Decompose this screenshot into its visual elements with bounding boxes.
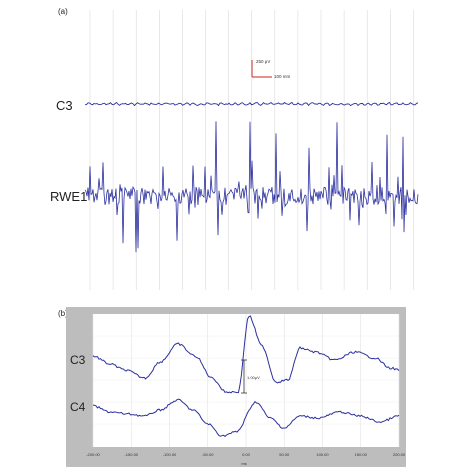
x-tick-label: -100.00 — [163, 452, 177, 457]
x-tick-label: -50.00 — [202, 452, 214, 457]
panel-b-x-ticks: -200.00 -150.00 -100.00 -50.00 0.00 50.00 100.… — [86, 452, 406, 457]
series-label-c3-a: C3 — [56, 98, 73, 113]
x-tick-label: 100.00 — [316, 452, 329, 457]
trace-c3-b — [92, 315, 400, 394]
scale-bar-time: 100 mm — [274, 74, 291, 79]
scale-bar: 250 μV 100 mm — [251, 59, 291, 79]
series-label-c3-b: C3 — [70, 353, 86, 367]
trace-c4 — [92, 398, 400, 438]
scale-bar-amplitude: 250 μV — [256, 59, 270, 64]
x-tick-label: 200.00 — [393, 452, 406, 457]
x-tick-label: 150.00 — [355, 452, 368, 457]
panel-b-label: (b) — [58, 309, 68, 318]
x-tick-label: -150.00 — [124, 452, 138, 457]
x-tick-label: -200.00 — [86, 452, 100, 457]
series-label-c4: C4 — [70, 400, 86, 414]
panel-a-gridlines — [89, 10, 414, 290]
trace-c3-a — [84, 101, 419, 107]
series-label-rwe1: RWE1 — [50, 189, 87, 204]
x-axis-label: ms — [241, 461, 246, 466]
trace-rwe1 — [84, 121, 419, 253]
calibration-bar: 1.00μV — [241, 359, 260, 394]
panel-b-gridlines — [92, 314, 400, 447]
x-tick-label: 0.00 — [242, 452, 251, 457]
panel-a-label: (a) — [58, 7, 68, 16]
x-tick-label: 50.00 — [279, 452, 290, 457]
calibration-label: 1.00μV — [247, 375, 260, 380]
